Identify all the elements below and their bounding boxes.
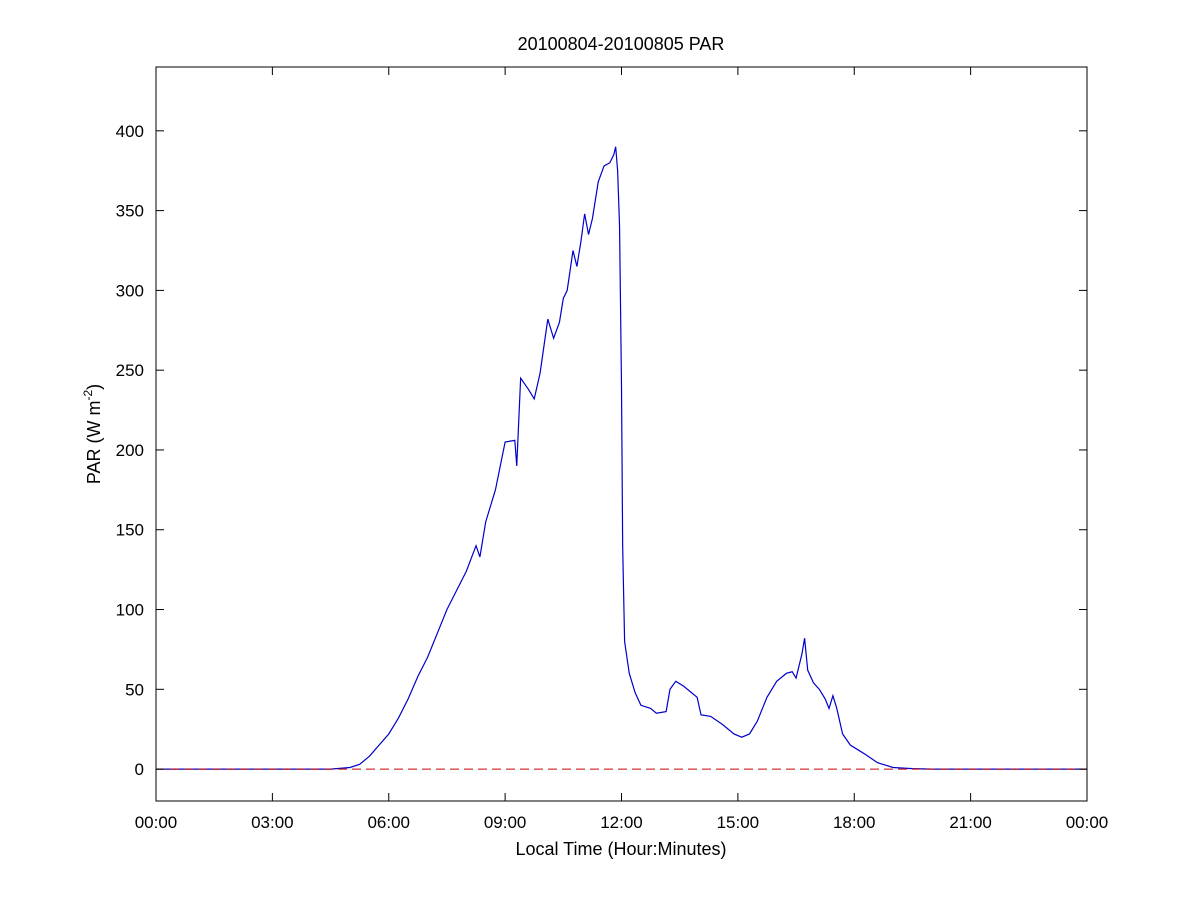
x-tick-label: 15:00 [717,813,760,832]
y-axis-title: PAR (W m-2) [81,384,104,484]
x-axis-title: Local Time (Hour:Minutes) [515,839,726,859]
x-tick-label: 06:00 [367,813,410,832]
x-tick-label: 03:00 [251,813,294,832]
x-tick-label: 09:00 [484,813,527,832]
x-tick-label: 00:00 [135,813,178,832]
y-axis-title-superscript: -2 [81,390,95,401]
y-tick-label: 0 [135,760,144,779]
y-tick-label: 300 [116,281,144,300]
y-tick-label: 400 [116,122,144,141]
y-axis-title-close: ) [84,384,104,390]
y-tick-label: 200 [116,441,144,460]
x-tick-label: 00:00 [1066,813,1109,832]
chart-title: 20100804-20100805 PAR [518,34,725,54]
y-tick-label: 350 [116,202,144,221]
series-layer [156,146,1087,770]
x-axis-ticks: 00:00 03:00 06:00 09:00 12:00 15:00 18:00 21:00… [135,67,1109,832]
y-tick-label: 100 [116,601,144,620]
x-tick-label: 21:00 [949,813,992,832]
y-tick-label: 50 [125,680,144,699]
y-tick-label: 250 [116,361,144,380]
par-series-line [156,146,1087,770]
y-axis-ticks: 0 50 100 150 200 250 300 350 400 [116,122,1087,779]
y-axis-title-main: PAR (W m [84,401,104,485]
x-tick-label: 18:00 [833,813,876,832]
y-tick-label: 150 [116,521,144,540]
x-tick-label: 12:00 [600,813,643,832]
